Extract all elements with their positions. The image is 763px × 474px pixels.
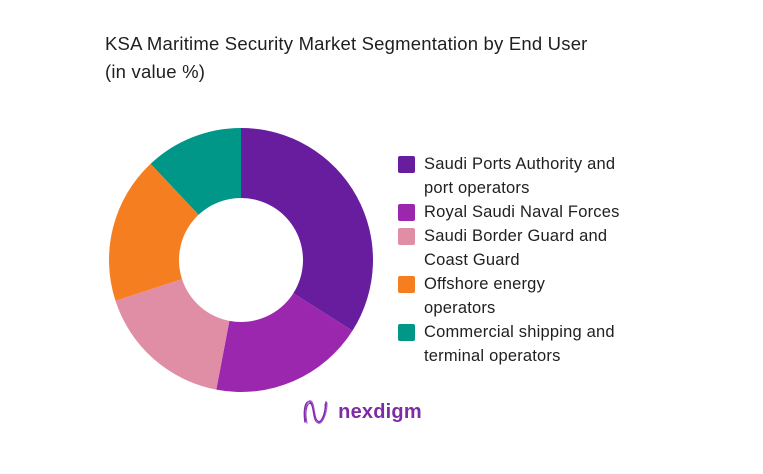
donut-chart	[109, 128, 373, 392]
chart-title-line2: (in value %)	[105, 61, 206, 82]
chart-title-line1: KSA Maritime Security Market Segmentatio…	[105, 33, 588, 54]
chart-legend: Saudi Ports Authority and port operators R…	[398, 152, 620, 368]
legend-item-2: Saudi Border Guard and Coast Guard	[398, 224, 620, 272]
legend-swatch-1	[398, 204, 415, 221]
legend-swatch-0	[398, 156, 415, 173]
legend-item-1: Royal Saudi Naval Forces	[398, 200, 620, 224]
nexdigm-logo: nexdigm	[0, 396, 743, 428]
donut-segment-1	[216, 293, 353, 392]
legend-item-0: Saudi Ports Authority and port operators	[398, 152, 620, 200]
legend-swatch-3	[398, 276, 415, 293]
donut-segment-3	[109, 163, 199, 301]
legend-swatch-2	[398, 228, 415, 245]
legend-item-4: Commercial shipping and terminal operator…	[398, 320, 620, 368]
nexdigm-wave-icon	[303, 400, 328, 424]
donut-segment-2	[115, 279, 230, 390]
legend-label-0: Saudi Ports Authority and port operators	[424, 155, 616, 197]
nexdigm-logo-text: nexdigm	[338, 400, 422, 423]
legend-label-3: Offshore energy operators	[424, 275, 546, 317]
legend-label-2: Saudi Border Guard and Coast Guard	[424, 227, 608, 269]
chart-title: KSA Maritime Security Market Segmentatio…	[105, 30, 725, 86]
legend-label-1: Royal Saudi Naval Forces	[424, 203, 620, 221]
legend-label-4: Commercial shipping and terminal operator…	[424, 323, 615, 365]
legend-item-3: Offshore energy operators	[398, 272, 620, 320]
legend-swatch-4	[398, 324, 415, 341]
donut-segment-0	[241, 128, 373, 331]
donut-segment-4	[150, 128, 241, 215]
